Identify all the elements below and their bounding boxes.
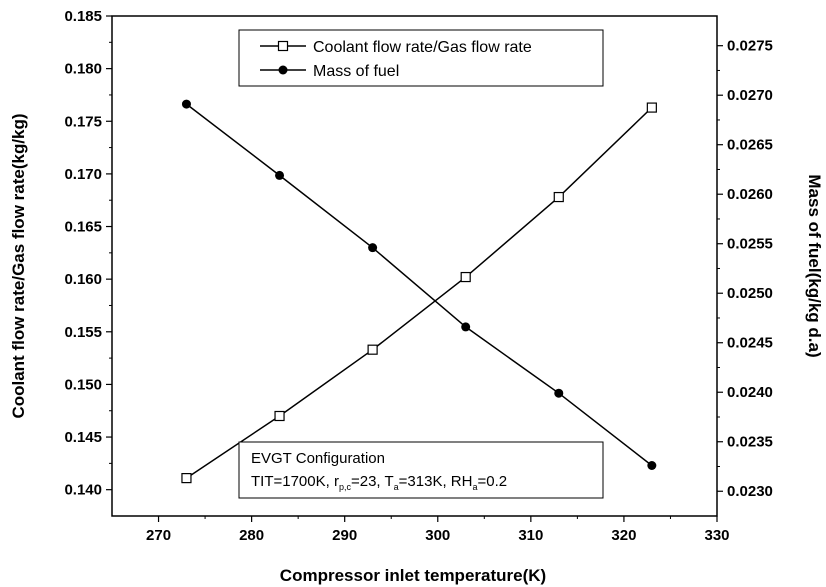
x-tick-label: 330 — [704, 527, 729, 544]
right-y-axis-ticks: 0.0230 0.0235 0.0240 0.0245 0.0250 0.0255 0.02… — [717, 38, 773, 500]
legend: Coolant flow rate/Gas flow rate Mass of … — [238, 29, 604, 87]
legend-label-fuel: Mass of fuel — [313, 63, 399, 80]
legend-swatch-fuel-marker — [278, 65, 288, 75]
annotation-tit: TIT=1700K, r — [251, 473, 339, 490]
legend-label-coolant: Coolant flow rate/Gas flow rate — [313, 39, 532, 56]
series-line-fuel — [186, 103, 653, 467]
x-tick-label: 270 — [146, 527, 171, 544]
left-y-tick-label: 0.150 — [64, 376, 102, 393]
left-y-tick-label: 0.180 — [64, 61, 102, 78]
x-axis-title: Compressor inlet temperature(K) — [280, 566, 546, 585]
data-point-fuel — [647, 461, 657, 471]
annotation-rpc-sub: p,c — [339, 482, 352, 492]
x-tick-label: 310 — [518, 527, 543, 544]
series-line-coolant — [186, 107, 653, 479]
legend-box — [238, 29, 604, 87]
right-y-tick-label: 0.0235 — [727, 434, 773, 451]
right-y-tick-label: 0.0255 — [727, 236, 773, 253]
data-point-fuel — [181, 99, 191, 109]
left-y-tick-label: 0.145 — [64, 429, 102, 446]
right-y-axis-title: Mass of fuel(kg/kg d.a) — [805, 174, 824, 357]
x-tick-label: 280 — [239, 527, 264, 544]
legend-swatch-coolant-marker — [277, 40, 289, 52]
annotation-box — [238, 441, 604, 499]
left-y-tick-label: 0.175 — [64, 113, 102, 130]
data-point-coolant — [646, 102, 657, 113]
right-y-tick-label: 0.0265 — [727, 137, 773, 154]
right-y-tick-label: 0.0230 — [727, 483, 773, 500]
x-tick-label: 290 — [332, 527, 357, 544]
plot-frame — [111, 15, 718, 517]
right-y-tick-label: 0.0250 — [727, 285, 773, 302]
left-y-tick-label: 0.185 — [64, 8, 102, 25]
data-point-coolant — [553, 191, 564, 203]
data-point-fuel — [554, 388, 564, 398]
x-tick-label: 300 — [425, 527, 450, 544]
annotation-line-2: TIT=1700K, rp,c=23, Ta=313K, RHa=0.2 — [251, 473, 507, 492]
data-point-fuel — [368, 243, 378, 253]
data-point-coolant — [181, 473, 192, 484]
right-y-tick-label: 0.0260 — [727, 186, 773, 203]
annotation-rpc: =23, T — [351, 473, 394, 490]
x-axis-ticks: 270 280 290 300 310 320 330 — [146, 516, 730, 544]
right-y-tick-label: 0.0240 — [727, 384, 773, 401]
left-y-tick-label: 0.140 — [64, 482, 102, 499]
left-y-axis-ticks: 0.140 0.145 0.150 0.155 0.160 0.165 0.170 0.175… — [64, 8, 112, 499]
right-y-tick-label: 0.0270 — [727, 87, 773, 104]
annotation: EVGT Configuration TIT=1700K, rp,c=23, T… — [238, 441, 604, 499]
annotation-rh-sub: a — [472, 482, 477, 492]
left-y-axis-title: Coolant flow rate/Gas flow rate(kg/kg) — [9, 113, 28, 418]
right-y-tick-label: 0.0275 — [727, 38, 773, 55]
right-y-tick-label: 0.0245 — [727, 335, 773, 352]
data-point-coolant — [367, 344, 378, 355]
left-y-tick-label: 0.170 — [64, 166, 102, 183]
annotation-ta-sub: a — [394, 482, 399, 492]
annotation-line-1: EVGT Configuration — [251, 450, 385, 467]
data-point-fuel — [461, 322, 471, 332]
annotation-ta: =313K, RH — [399, 473, 473, 490]
left-y-tick-label: 0.165 — [64, 219, 102, 236]
left-y-tick-label: 0.155 — [64, 324, 102, 341]
x-tick-label: 320 — [611, 527, 636, 544]
left-y-tick-label: 0.160 — [64, 271, 102, 288]
data-point-coolant — [274, 410, 285, 422]
series-layer — [181, 99, 657, 484]
annotation-rh: =0.2 — [477, 473, 507, 490]
data-point-fuel — [275, 170, 285, 180]
data-point-coolant — [460, 271, 471, 283]
